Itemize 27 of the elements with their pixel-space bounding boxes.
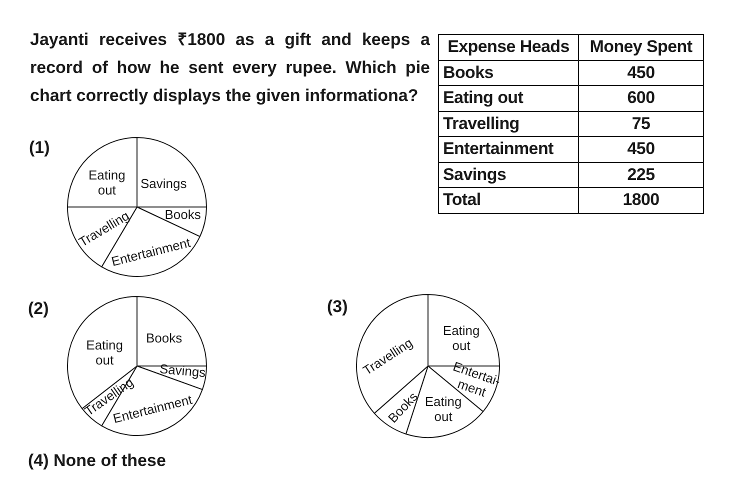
text: Jayanti receives ₹1800 as a gift and keeps a record of how he sent every rupee. Which pie chart correctly displays the given informationa?	[30, 29, 430, 107]
data-label: 75	[578, 111, 704, 136]
text: (4) None of these	[28, 451, 166, 471]
slice-label: Eating out	[442, 323, 480, 354]
data-label: 1800	[578, 188, 704, 213]
category-label: Total	[438, 188, 578, 213]
slice-label: Eating out	[86, 338, 124, 368]
data-label: 225	[578, 162, 704, 188]
data-label: 450	[578, 60, 704, 86]
data-label: 600	[578, 86, 704, 111]
slice-label: Savings	[140, 176, 188, 192]
slice-label: Books	[164, 207, 202, 222]
data-label: 450	[578, 136, 704, 162]
text: Money Spent	[578, 34, 704, 60]
category-label: Entertainment	[438, 136, 578, 162]
category-label: Savings	[438, 162, 578, 188]
category-label: Eating out	[438, 86, 578, 111]
chart-title: (1)	[29, 138, 50, 158]
slice-label: Savings	[158, 361, 207, 380]
category-label: Travelling	[438, 111, 578, 136]
slice-label: Eating out	[424, 394, 462, 424]
category-label: Books	[438, 60, 578, 86]
chart-title: (2)	[28, 299, 49, 319]
chart-title: (3)	[327, 297, 348, 317]
slice-label: Eating out	[88, 168, 126, 198]
slice-label: Books	[146, 330, 183, 346]
text: Expense Heads	[438, 34, 578, 60]
